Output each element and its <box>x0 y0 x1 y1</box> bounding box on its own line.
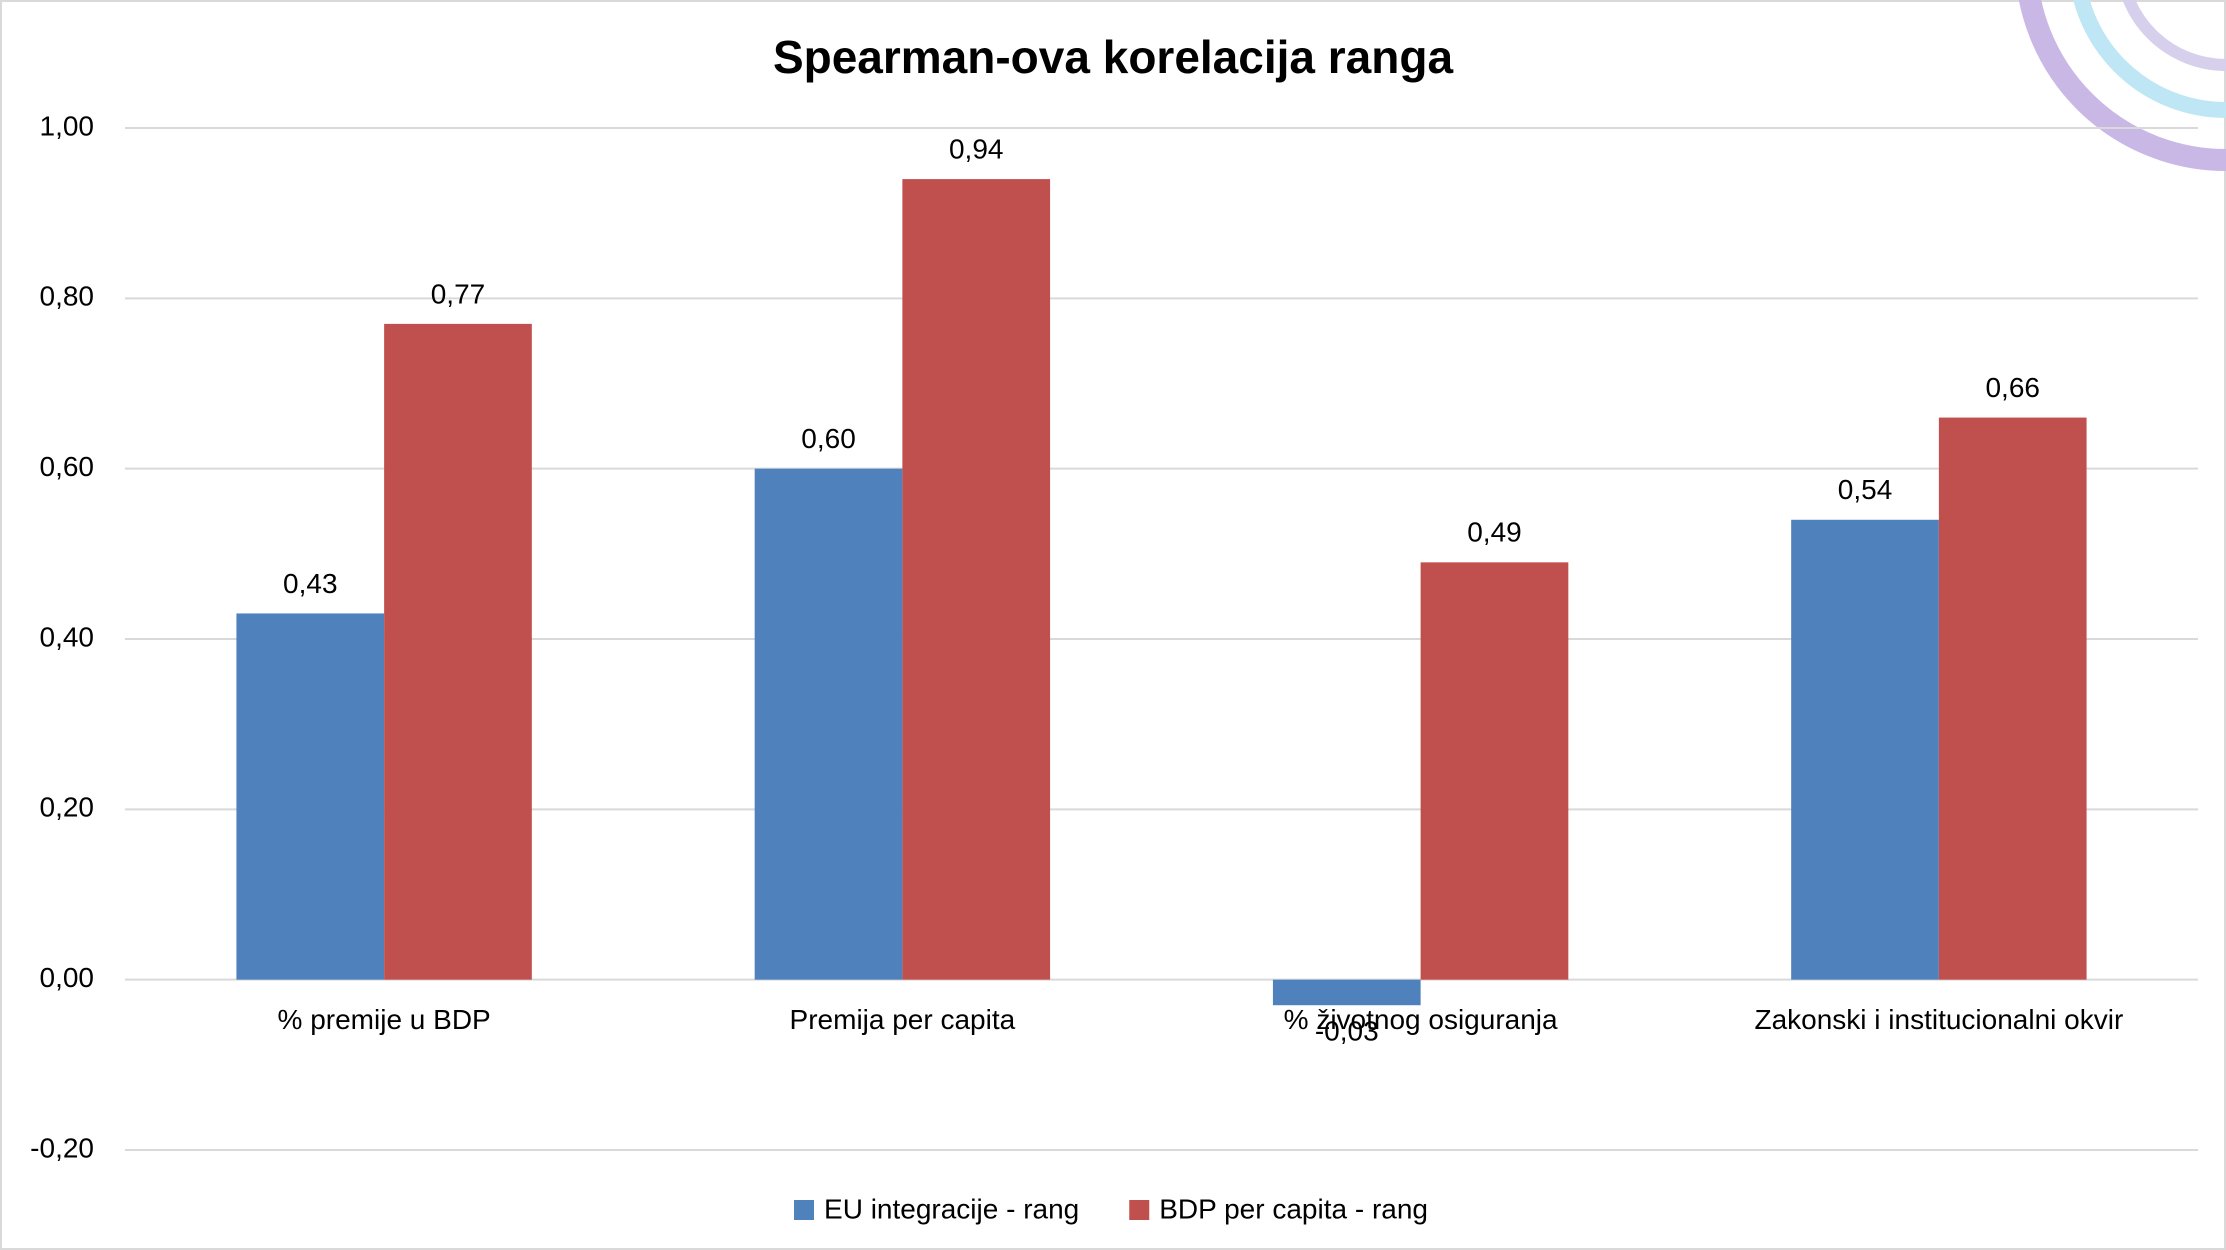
data-label: 0,60 <box>801 423 856 454</box>
x-tick-label: Premija per capita <box>790 1004 1016 1035</box>
data-label: 0,77 <box>431 278 486 309</box>
bar <box>1273 980 1421 1006</box>
data-label: 0,54 <box>1838 474 1893 505</box>
legend-swatch <box>794 1200 814 1220</box>
y-tick-label: 0,00 <box>40 962 95 993</box>
x-tick-label: % premije u BDP <box>278 1004 491 1035</box>
y-tick-label: 0,80 <box>40 281 95 312</box>
data-label: 0,66 <box>1985 372 2040 403</box>
bar <box>1791 520 1939 980</box>
legend-label: BDP per capita - rang <box>1159 1193 1428 1224</box>
data-label: 0,94 <box>949 133 1004 164</box>
chart: Spearman-ova korelacija ranga -0,20 0,00 0… <box>0 0 2226 1250</box>
legend-label: EU integracije - rang <box>824 1193 1079 1224</box>
y-tick-label: 1,00 <box>40 110 95 141</box>
x-tick-label: Zakonski i institucionalni okvir <box>1754 1004 2123 1035</box>
chart-title: Spearman-ova korelacija ranga <box>773 31 1454 83</box>
x-tick-label: % životnog osiguranja <box>1284 1004 1558 1035</box>
legend-swatch <box>1129 1200 1149 1220</box>
y-tick-label: 0,60 <box>40 451 95 482</box>
bar <box>1939 418 2087 980</box>
bar <box>384 324 532 980</box>
bar <box>755 469 903 980</box>
y-tick-label: -0,20 <box>30 1132 94 1163</box>
y-tick-label: 0,40 <box>40 621 95 652</box>
data-label: 0,43 <box>283 568 338 599</box>
data-label: 0,49 <box>1467 517 1522 548</box>
bar <box>902 179 1050 980</box>
bar <box>236 613 384 979</box>
bar <box>1421 562 1569 979</box>
y-tick-label: 0,20 <box>40 792 95 823</box>
